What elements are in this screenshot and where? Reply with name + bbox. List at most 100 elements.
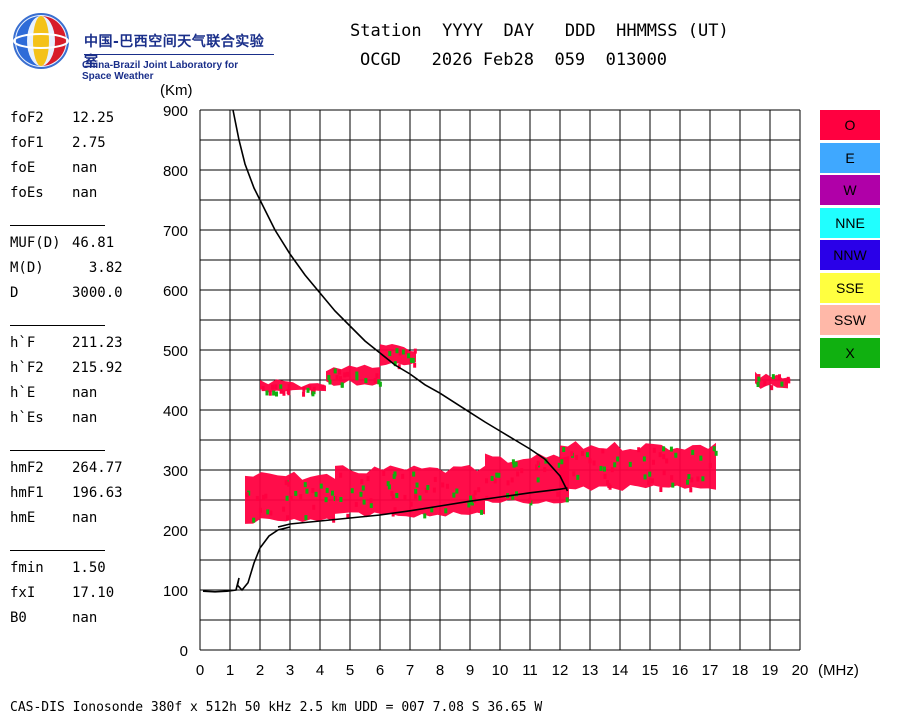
x-tick-label: 12 [552, 662, 569, 679]
x-tick-label: 8 [436, 662, 444, 679]
echo-speckle [319, 483, 323, 489]
echo-speckle [398, 350, 402, 356]
param-value: 2.75 [72, 135, 106, 151]
echo-speckle [536, 477, 540, 483]
echo-speckle [647, 480, 651, 486]
echo-speckle [616, 456, 620, 462]
echo-speckle [576, 474, 580, 480]
param-value: 46.81 [72, 235, 115, 251]
echo-speckle [432, 487, 436, 493]
echo-speckle [608, 484, 612, 490]
echo-speckle [264, 493, 268, 499]
echo-speckle [350, 488, 354, 494]
echo-speckle [588, 458, 592, 464]
param-key: h`F [10, 335, 36, 351]
echo-speckle [452, 492, 456, 498]
param-key: foF1 [10, 135, 44, 151]
echo-speckle [648, 471, 652, 477]
y-tick-label: 500 [163, 343, 188, 360]
echo-speckle [355, 375, 359, 381]
echo-speckle [308, 385, 312, 391]
echo-speckle [687, 474, 691, 480]
echo-speckle [324, 497, 328, 503]
echo-speckle [414, 493, 418, 499]
y-axis-label: (Km) [160, 82, 193, 99]
echo-speckle [413, 348, 417, 354]
echo-speckle [369, 502, 373, 508]
y-tick-label: 800 [163, 163, 188, 180]
echo-speckle [662, 454, 666, 460]
echo-speckle [480, 509, 484, 515]
echo-speckle [255, 495, 259, 501]
o-mode-echo-traces [245, 343, 791, 524]
echo-speckle [387, 484, 391, 490]
x-tick-label: 11 [522, 662, 538, 679]
echo-speckle [515, 491, 519, 497]
y-tick-label: 900 [163, 103, 188, 120]
echo-speckle [269, 510, 273, 516]
echo-speckle [770, 385, 774, 391]
echo-speckle [665, 458, 669, 464]
echo-speckle [445, 483, 449, 489]
echo-speckle [373, 378, 377, 384]
echo-speckle [701, 476, 705, 482]
echo-speckle [658, 452, 662, 458]
param-value: 1.50 [72, 560, 106, 576]
echo-speckle [339, 472, 343, 478]
param-value: nan [72, 385, 98, 401]
echo-speckle [390, 491, 394, 497]
param-row-fmin: fmin 1.50 [10, 560, 122, 576]
echo-speckle [325, 487, 329, 493]
param-row-fof1: foF1 2.75 [10, 135, 122, 151]
echo-speckle [404, 349, 408, 355]
profile-lines [202, 109, 569, 593]
echo-band-o [335, 465, 485, 518]
echo-speckle [511, 459, 515, 465]
echo-speckle [430, 507, 434, 513]
echo-speckle [274, 384, 278, 390]
echo-speckle [266, 509, 270, 515]
x-tick-label: 9 [466, 662, 474, 679]
param-row-d: D 3000.0 [10, 285, 123, 301]
param-key: M(D) [10, 260, 44, 276]
echo-speckle [603, 473, 607, 479]
echo-speckle [536, 460, 540, 466]
echo-speckle [601, 448, 605, 454]
echo-speckle [565, 497, 569, 503]
param-key: MUF(D) [10, 235, 61, 251]
echo-speckle [303, 482, 307, 488]
echo-speckle [392, 473, 396, 479]
echo-speckle [556, 491, 560, 497]
echo-speckle [606, 480, 610, 486]
echo-speckle [377, 379, 381, 385]
param-value: nan [72, 410, 98, 426]
param-separator [10, 325, 105, 326]
echo-speckle [268, 390, 272, 396]
x-tick-label: 2 [256, 662, 264, 679]
param-separator [10, 450, 105, 451]
echo-speckle [311, 391, 315, 397]
x-tick-label: 3 [286, 662, 294, 679]
echo-speckle [562, 446, 566, 452]
x-axis-label: (MHz) [818, 662, 859, 679]
legend-item-w: W [820, 175, 880, 205]
echo-speckle [424, 487, 428, 493]
echo-speckle [511, 494, 515, 500]
x-tick-label: 17 [702, 662, 719, 679]
param-key: B0 [10, 610, 27, 626]
echo-speckle [662, 446, 666, 452]
echo-speckle [613, 462, 617, 468]
echo-speckle [378, 381, 382, 387]
echo-speckle [354, 501, 358, 507]
param-key: foE [10, 160, 36, 176]
param-value: 211.23 [72, 335, 123, 351]
echo-speckle [570, 451, 574, 457]
echo-speckle [689, 487, 693, 493]
y-tick-label: 300 [163, 463, 188, 480]
echo-speckle [412, 471, 416, 477]
echo-speckle [343, 372, 347, 378]
param-row-he: h`E nan [10, 385, 122, 401]
echo-speckle [411, 357, 415, 363]
echo-speckle [361, 485, 365, 491]
echo-speckle [279, 388, 283, 394]
